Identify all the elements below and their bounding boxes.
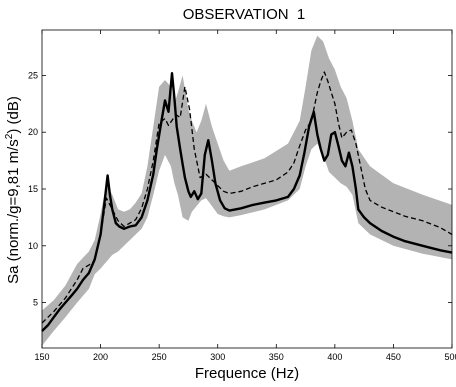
series-solid-line — [41, 71, 453, 332]
x-tick-label: 250 — [152, 352, 167, 362]
y-tick-label: 5 — [33, 298, 38, 308]
y-tick-label: 20 — [28, 127, 38, 137]
x-axis-label: Frequence (Hz) — [195, 365, 299, 382]
y-axis: 5 10 15 20 25 — [28, 70, 452, 308]
series-band-area — [42, 35, 452, 346]
y-axis-label-end: ) (dB) — [5, 96, 22, 134]
chart-title: OBSERVATION 1 — [183, 6, 306, 23]
x-tick-label: 350 — [269, 352, 284, 362]
x-tick-label: 450 — [386, 352, 401, 362]
x-tick-label: 400 — [327, 352, 342, 362]
y-axis-label-main: Sa (norm./g=9,81 m/s — [5, 139, 22, 284]
x-tick-label: 200 — [93, 352, 108, 362]
plot-area — [41, 35, 453, 346]
y-tick-label: 15 — [28, 184, 38, 194]
x-tick-label: 500 — [444, 352, 456, 362]
y-axis-label: Sa (norm./g=9,81 m/s2) (dB) — [4, 96, 22, 284]
x-axis: 150 200 250 300 350 400 450 500 — [34, 30, 456, 362]
y-tick-label: 25 — [28, 70, 38, 80]
series-dashed-line — [41, 71, 453, 324]
y-axis-label-superscript: 2 — [4, 133, 15, 139]
x-tick-label: 300 — [210, 352, 225, 362]
x-tick-label: 150 — [34, 352, 49, 362]
y-tick-label: 10 — [28, 241, 38, 251]
